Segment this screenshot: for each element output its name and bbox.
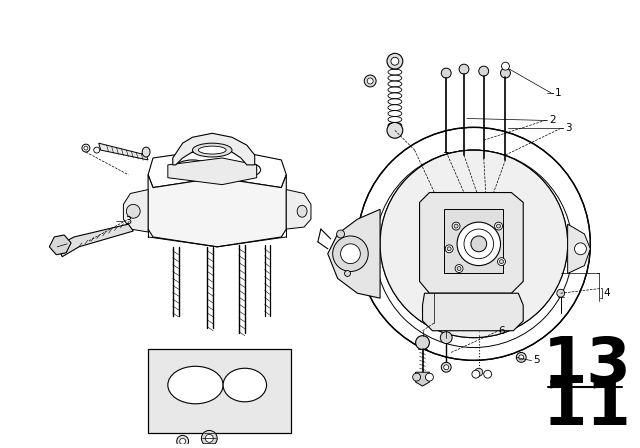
Circle shape [126, 204, 140, 218]
Circle shape [442, 362, 451, 372]
Circle shape [557, 289, 564, 297]
Circle shape [177, 435, 189, 447]
Circle shape [447, 247, 451, 251]
Polygon shape [422, 293, 524, 331]
Polygon shape [168, 158, 257, 185]
Bar [148, 349, 291, 433]
Circle shape [479, 66, 489, 76]
Text: 5: 5 [533, 355, 540, 366]
Circle shape [84, 146, 88, 150]
Circle shape [340, 244, 360, 263]
Circle shape [380, 150, 568, 338]
Circle shape [495, 222, 502, 230]
Circle shape [519, 355, 524, 360]
Circle shape [464, 229, 493, 258]
Circle shape [442, 68, 451, 78]
Ellipse shape [175, 160, 210, 176]
Circle shape [364, 75, 376, 87]
Ellipse shape [193, 143, 232, 157]
Polygon shape [49, 235, 71, 255]
Polygon shape [124, 190, 148, 232]
Circle shape [497, 258, 506, 266]
Circle shape [459, 64, 469, 74]
Circle shape [380, 150, 568, 338]
Text: 13: 13 [543, 334, 632, 396]
Circle shape [202, 431, 217, 446]
Text: 11: 11 [543, 376, 632, 438]
Circle shape [484, 370, 492, 378]
Circle shape [413, 373, 420, 381]
Text: 1: 1 [555, 88, 561, 98]
Polygon shape [415, 372, 429, 386]
Circle shape [387, 53, 403, 69]
Text: 6: 6 [499, 326, 505, 336]
Text: 2: 2 [549, 116, 556, 125]
Circle shape [457, 222, 500, 266]
Polygon shape [148, 148, 286, 188]
Polygon shape [420, 193, 524, 293]
Ellipse shape [237, 165, 257, 174]
Circle shape [500, 260, 504, 263]
Circle shape [391, 57, 399, 65]
Ellipse shape [198, 146, 226, 154]
Ellipse shape [297, 205, 307, 217]
Circle shape [454, 224, 458, 228]
Circle shape [94, 147, 100, 153]
Polygon shape [286, 190, 311, 229]
Circle shape [452, 222, 460, 230]
Circle shape [471, 236, 486, 252]
Polygon shape [148, 175, 286, 247]
Text: 3: 3 [564, 123, 572, 134]
Ellipse shape [223, 368, 266, 402]
Circle shape [415, 336, 429, 349]
Circle shape [472, 370, 480, 378]
Circle shape [82, 144, 90, 152]
Ellipse shape [142, 147, 150, 157]
Polygon shape [99, 143, 148, 160]
Circle shape [516, 353, 526, 362]
Circle shape [455, 265, 463, 272]
Circle shape [426, 373, 433, 381]
Text: 4: 4 [603, 288, 610, 298]
Circle shape [444, 365, 449, 370]
Polygon shape [568, 224, 590, 273]
Circle shape [357, 127, 590, 360]
Ellipse shape [180, 163, 205, 173]
Circle shape [180, 438, 186, 444]
Circle shape [445, 245, 453, 253]
Circle shape [497, 224, 500, 228]
Circle shape [333, 236, 368, 271]
Ellipse shape [168, 366, 223, 404]
Circle shape [575, 243, 586, 255]
Polygon shape [328, 209, 380, 298]
Circle shape [205, 435, 213, 442]
Circle shape [440, 332, 452, 344]
Circle shape [502, 62, 509, 70]
Circle shape [387, 122, 403, 138]
Circle shape [344, 271, 351, 276]
Polygon shape [57, 224, 133, 257]
Circle shape [500, 68, 510, 78]
Circle shape [367, 78, 373, 84]
Bar [444, 209, 504, 273]
Circle shape [337, 230, 344, 238]
Circle shape [457, 267, 461, 271]
Text: 3: 3 [125, 216, 131, 226]
Circle shape [475, 368, 483, 376]
Ellipse shape [233, 163, 260, 177]
Polygon shape [173, 134, 255, 165]
